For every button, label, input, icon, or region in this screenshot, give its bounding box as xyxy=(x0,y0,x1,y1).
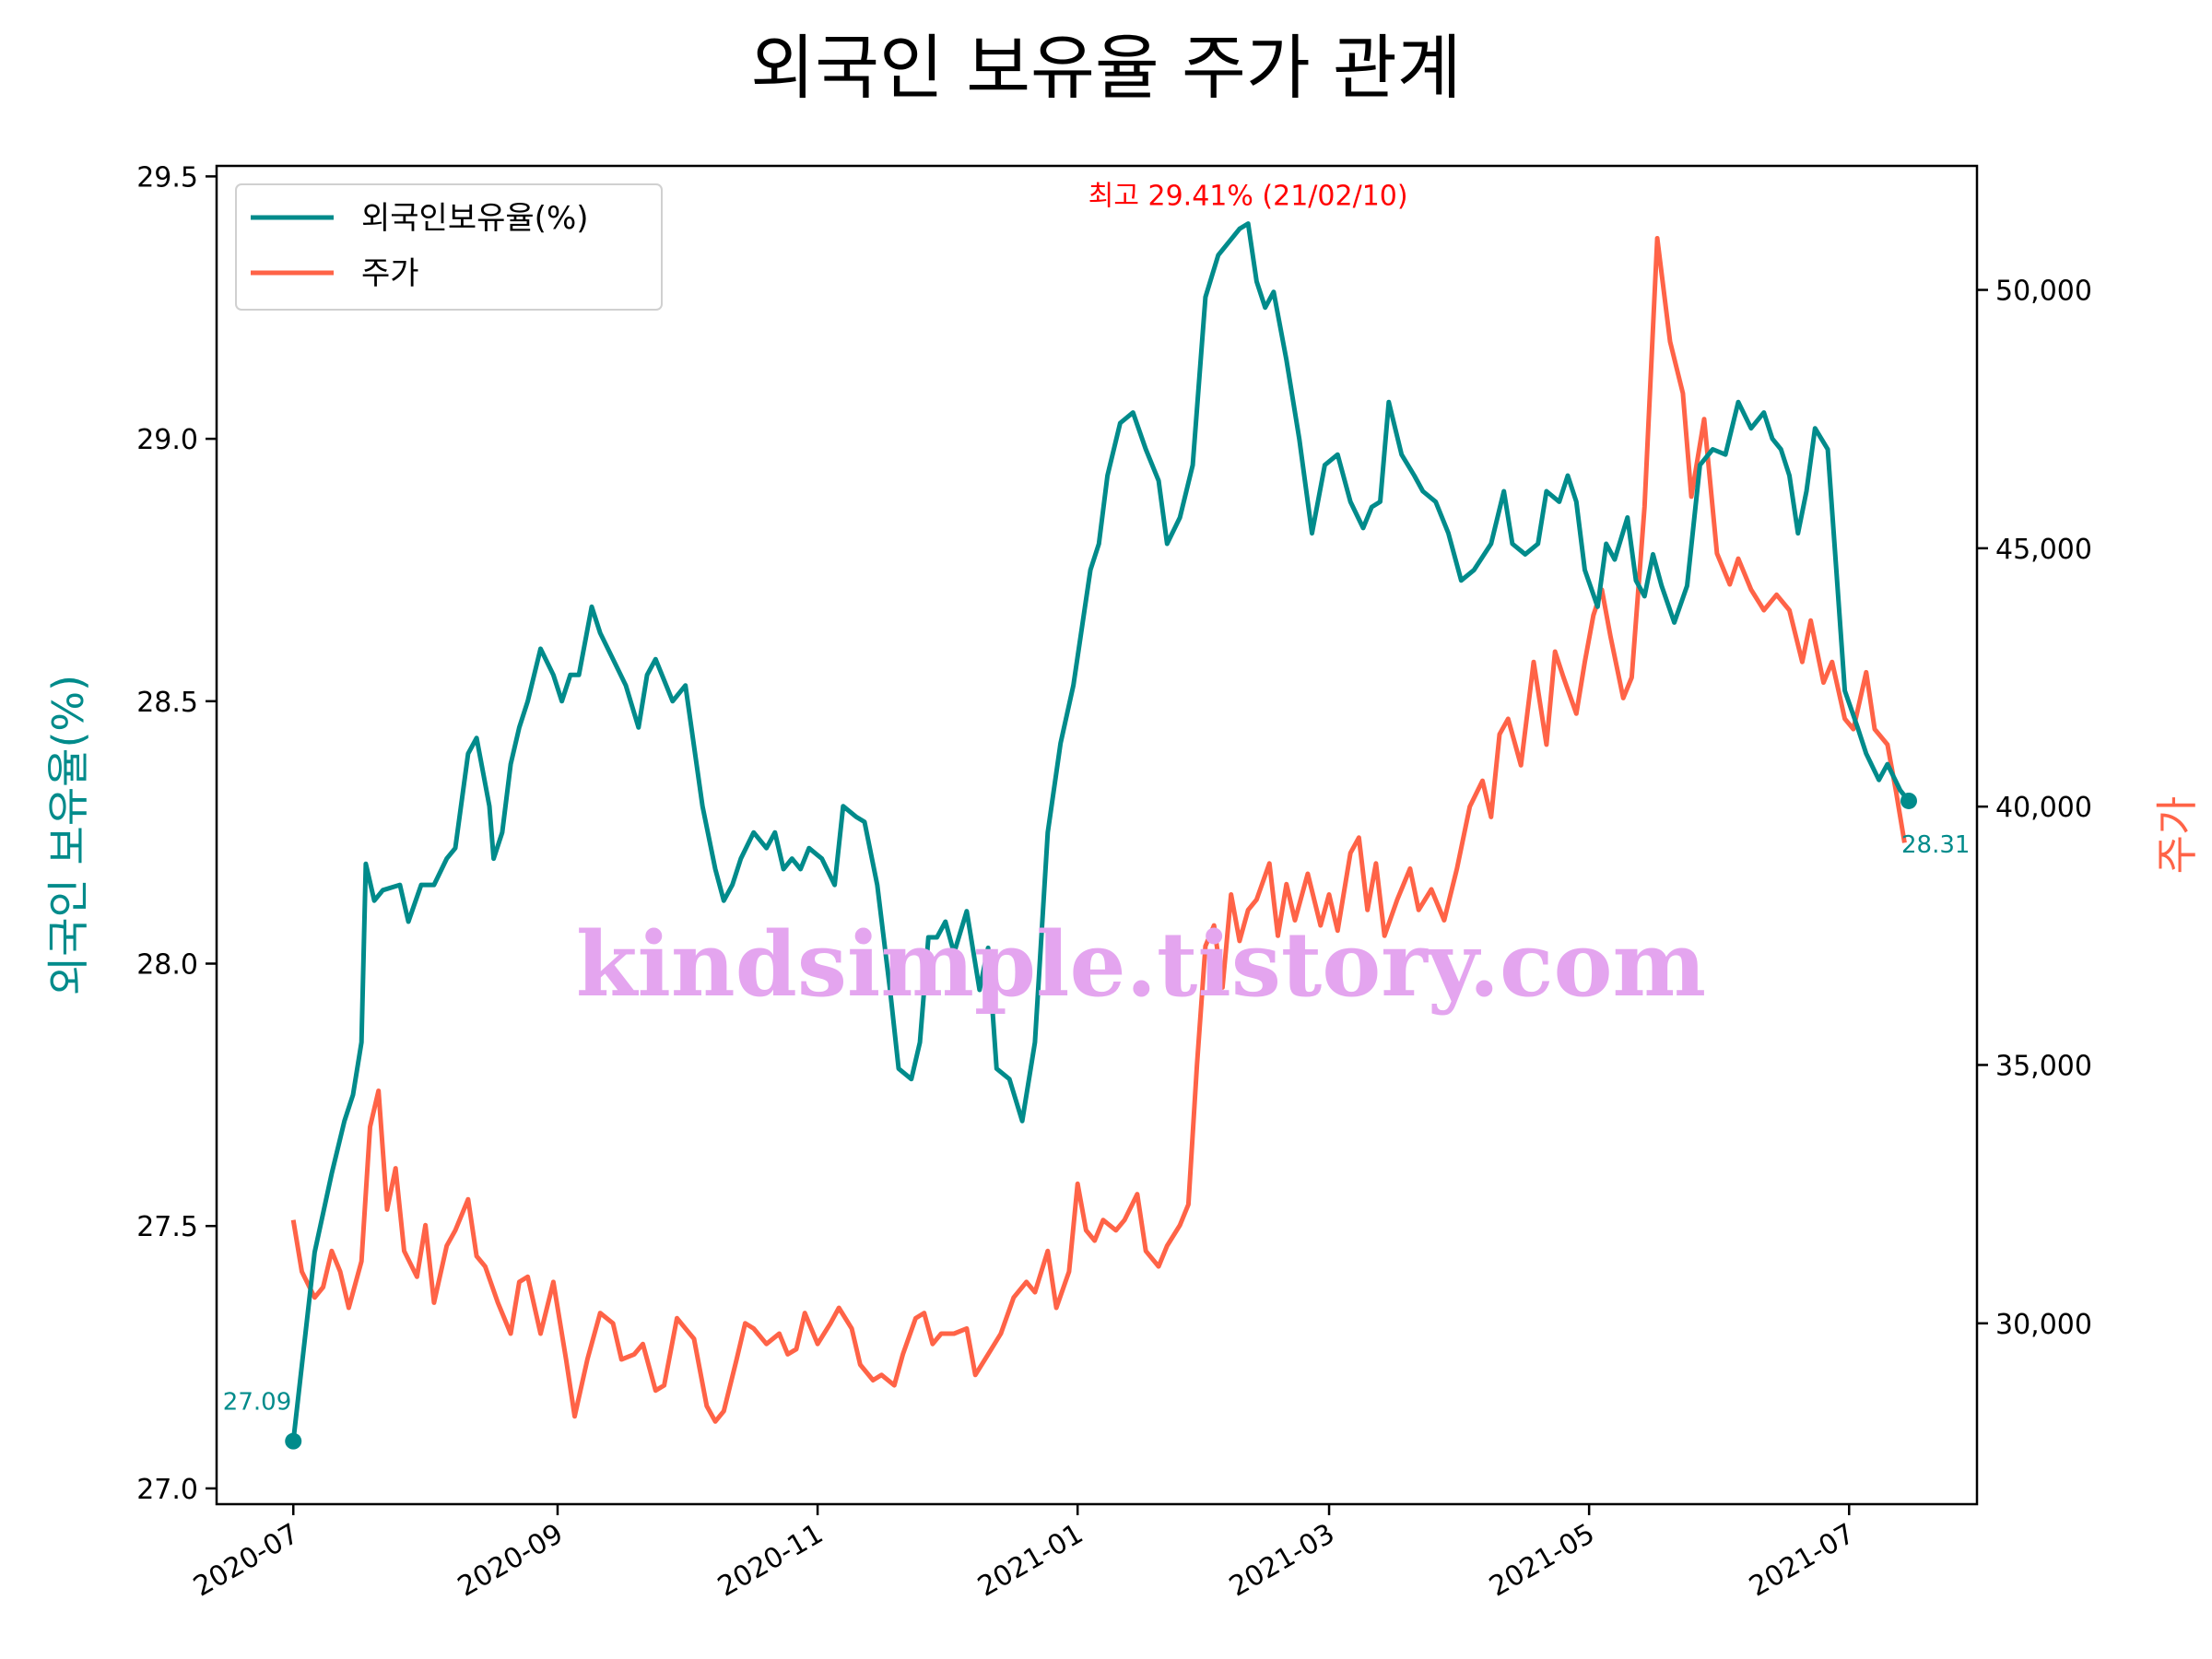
watermark-text: kindsimple.tistory.com xyxy=(576,912,1706,1017)
y-axis-right-label: 주가 xyxy=(2152,796,2202,875)
chart-title: 외국인 보유율 주가 관계 xyxy=(750,27,1462,109)
y-axis-left-ticks: 27.0 27.5 28.0 28.5 29.0 29.5 xyxy=(136,161,217,1506)
y-left-tick-label: 29.5 xyxy=(136,161,198,194)
y-left-tick-label: 28.5 xyxy=(136,687,198,719)
y-right-tick-label: 45,000 xyxy=(1995,534,2092,566)
annotations: 27.09 28.31 최고 29.41% (21/02/10) xyxy=(223,181,1970,1450)
y-axis-right-ticks: 30,000 35,000 40,000 45,000 50,000 xyxy=(1977,276,2092,1341)
max-value-annotation: 최고 29.41% (21/02/10) xyxy=(1088,181,1408,213)
legend: 외국인보유율(%) 주가 xyxy=(235,183,663,311)
series-line-foreign-ratio xyxy=(290,221,1911,1441)
legend-label-foreign: 외국인보유율(%) xyxy=(361,200,589,237)
y-left-tick-label: 27.0 xyxy=(136,1474,198,1506)
y-right-tick-label: 35,000 xyxy=(1995,1050,2092,1082)
plot-frame xyxy=(215,164,1979,1506)
y-right-tick-label: 30,000 xyxy=(1995,1309,2092,1341)
legend-label-price: 주가 xyxy=(361,255,419,292)
y-left-tick-label: 29.0 xyxy=(136,424,198,456)
start-value-label: 27.09 xyxy=(223,1389,291,1417)
y-right-tick-label: 50,000 xyxy=(1995,276,2092,308)
end-point-marker xyxy=(1900,792,1918,809)
y-left-tick-label: 28.0 xyxy=(136,949,198,982)
y-right-tick-label: 40,000 xyxy=(1995,792,2092,824)
series-line-price xyxy=(290,236,1907,1424)
legend-box xyxy=(235,183,663,311)
y-axis-left-label: 외국인 보유율(%) xyxy=(43,675,93,995)
start-point-marker xyxy=(285,1432,302,1450)
end-value-label: 28.31 xyxy=(1901,831,1970,859)
y-left-tick-label: 27.5 xyxy=(136,1211,198,1243)
series-group xyxy=(290,221,1911,1441)
